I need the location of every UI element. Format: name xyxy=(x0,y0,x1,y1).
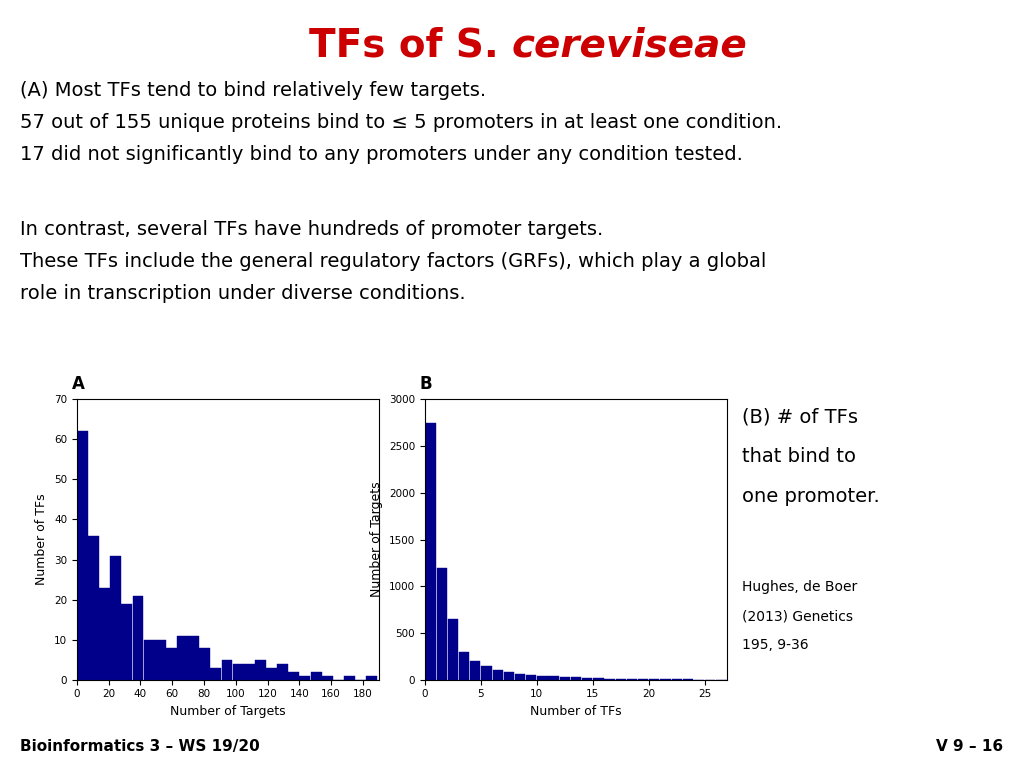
Bar xyxy=(436,568,446,680)
Bar xyxy=(211,667,221,680)
Text: cereviseae: cereviseae xyxy=(512,27,748,65)
Bar xyxy=(255,660,266,680)
Bar xyxy=(310,672,322,680)
Text: These TFs include the general regulatory factors (GRFs), which play a global: These TFs include the general regulatory… xyxy=(20,252,767,271)
Bar xyxy=(322,676,333,680)
Bar xyxy=(493,670,503,680)
Bar xyxy=(155,640,166,680)
Text: V 9 – 16: V 9 – 16 xyxy=(936,739,1004,754)
Bar xyxy=(177,636,188,680)
Bar xyxy=(200,647,210,680)
Bar xyxy=(470,661,480,680)
Text: 17 did not significantly bind to any promoters under any condition tested.: 17 did not significantly bind to any pro… xyxy=(20,145,743,164)
Bar xyxy=(77,432,88,680)
Bar xyxy=(88,535,99,680)
Bar xyxy=(538,676,548,680)
Y-axis label: Number of TFs: Number of TFs xyxy=(36,494,48,585)
Text: Hughes, de Boer: Hughes, de Boer xyxy=(742,580,858,594)
Bar xyxy=(344,676,355,680)
Bar xyxy=(447,619,458,680)
Bar xyxy=(266,667,278,680)
Bar xyxy=(278,664,288,680)
Bar xyxy=(232,664,244,680)
Text: 57 out of 155 unique proteins bind to ≤ 5 promoters in at least one condition.: 57 out of 155 unique proteins bind to ≤ … xyxy=(20,113,782,132)
Bar xyxy=(188,636,199,680)
Text: that bind to: that bind to xyxy=(742,447,856,466)
Bar xyxy=(99,588,110,680)
Bar xyxy=(593,678,603,680)
Bar xyxy=(244,664,255,680)
Bar xyxy=(122,604,132,680)
Text: role in transcription under diverse conditions.: role in transcription under diverse cond… xyxy=(20,284,466,303)
Text: TFs of S.: TFs of S. xyxy=(309,27,512,65)
Bar xyxy=(459,651,469,680)
X-axis label: Number of TFs: Number of TFs xyxy=(530,705,622,718)
Bar xyxy=(166,647,177,680)
Text: A: A xyxy=(72,376,85,393)
Bar xyxy=(504,672,514,680)
Bar xyxy=(481,666,492,680)
Bar xyxy=(221,660,232,680)
Text: B: B xyxy=(420,376,432,393)
Bar xyxy=(515,674,525,680)
Y-axis label: Number of Targets: Number of Targets xyxy=(371,482,383,598)
Text: Bioinformatics 3 – WS 19/20: Bioinformatics 3 – WS 19/20 xyxy=(20,739,260,754)
Bar xyxy=(582,678,592,680)
Bar xyxy=(425,422,435,680)
Bar xyxy=(143,640,155,680)
Bar xyxy=(367,676,377,680)
Bar xyxy=(570,677,582,680)
X-axis label: Number of Targets: Number of Targets xyxy=(170,705,286,718)
Text: 195, 9-36: 195, 9-36 xyxy=(742,638,809,652)
Bar xyxy=(560,677,570,680)
Bar xyxy=(132,596,143,680)
Text: In contrast, several TFs have hundreds of promoter targets.: In contrast, several TFs have hundreds o… xyxy=(20,220,604,239)
Bar xyxy=(604,679,614,680)
Bar xyxy=(526,675,537,680)
Text: one promoter.: one promoter. xyxy=(742,487,881,506)
Text: (2013) Genetics: (2013) Genetics xyxy=(742,609,853,623)
Text: (B) # of TFs: (B) # of TFs xyxy=(742,407,858,426)
Bar xyxy=(615,679,626,680)
Bar xyxy=(289,672,299,680)
Bar xyxy=(549,677,559,680)
Text: (A) Most TFs tend to bind relatively few targets.: (A) Most TFs tend to bind relatively few… xyxy=(20,81,486,100)
Bar xyxy=(299,676,310,680)
Bar xyxy=(111,555,121,680)
